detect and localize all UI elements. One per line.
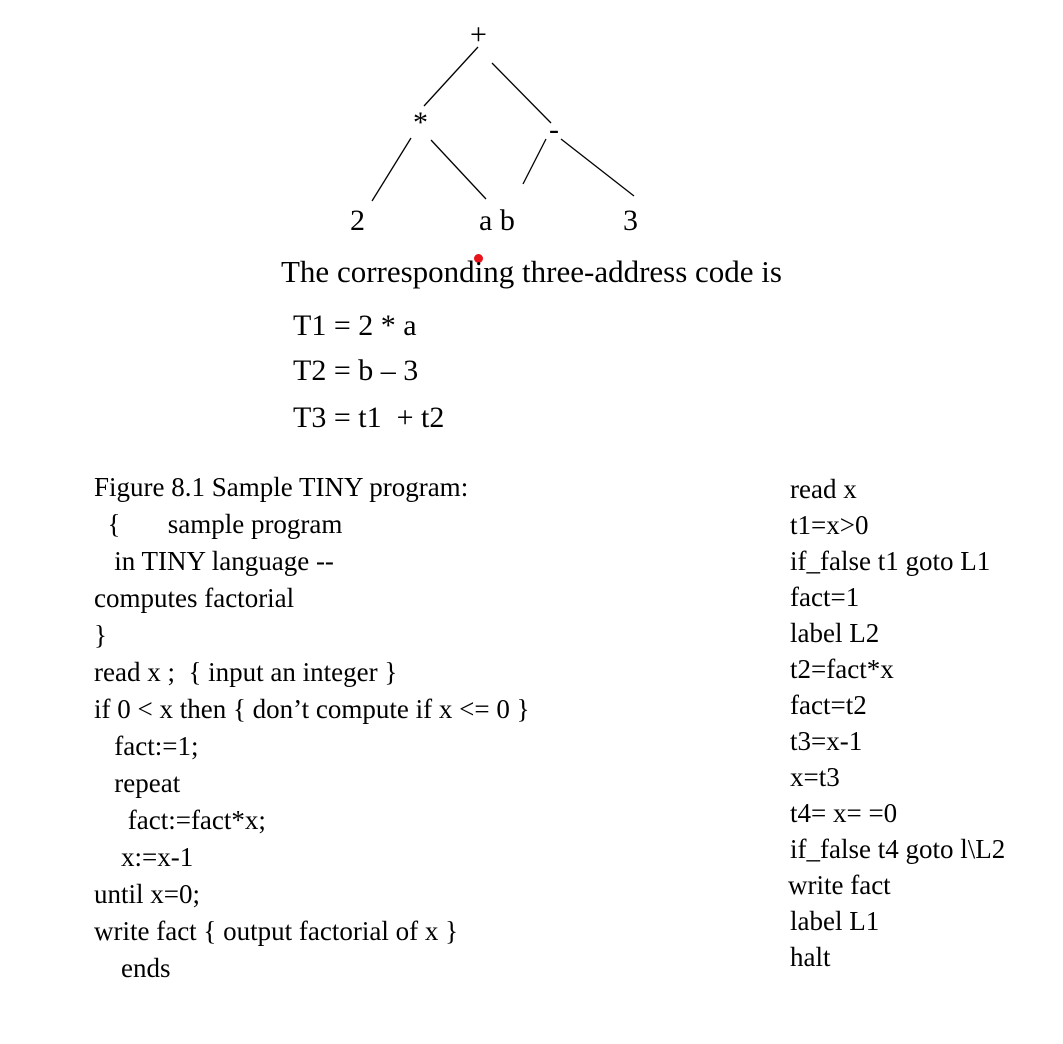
tac-line-1: T1 = 2 * a [293,309,417,342]
tree-leaf-ab: a b [479,204,515,237]
tac-line-3: T3 = t1 + t2 [293,401,445,434]
tree-node-mul: * [413,106,428,139]
edge-plus-minus [491,62,552,124]
code-line: read x [790,474,857,504]
tree-node-plus: + [470,18,487,51]
program-line: { sample program [94,509,343,539]
code-line: t2=fact*x [790,654,894,684]
code-line: write fact [788,870,891,900]
program-line: computes factorial [94,583,295,613]
program-line: in TINY language -- [94,546,334,576]
edge-mul-2 [371,137,412,202]
code-line: label L2 [790,618,880,648]
program-line: fact:=fact*x; [94,805,266,835]
program-line: until x=0; [94,879,200,909]
program-line: ends [94,953,171,983]
edge-minus-3 [560,138,635,197]
tree-node-minus: - [549,113,559,146]
three-address-intro: The corresponding three-address code is [281,254,782,289]
program-line: } [94,620,107,650]
code-line: if_false t4 goto l\L2 [790,834,1006,864]
program-line: repeat [94,768,181,798]
expression-tree [371,46,635,202]
program-line: write fact { output factorial of x } [94,916,459,946]
red-dot-marker [474,254,483,263]
program-line: if 0 < x then { don’t compute if x <= 0 … [94,694,530,724]
program-line: fact:=1; [94,731,199,761]
code-line: x=t3 [790,762,840,792]
tac-line-2: T2 = b – 3 [293,354,419,387]
code-line: t4= x= =0 [790,798,898,828]
tree-leaf-3: 3 [623,204,638,237]
code-line: halt [790,942,831,972]
tree-leaf-2: 2 [350,204,365,237]
program-line: read x ; { input an integer } [94,657,398,687]
code-line: fact=t2 [790,690,867,720]
edge-plus-mul [423,46,479,107]
edge-mul-a [430,139,487,200]
program-line: Figure 8.1 Sample TINY program: [94,472,469,502]
code-line: label L1 [790,906,880,936]
code-line: t1=x>0 [790,510,869,540]
code-line: if_false t1 goto L1 [790,546,991,576]
edge-minus-b [522,138,547,185]
code-line: fact=1 [790,582,860,612]
program-line: x:=x-1 [94,842,194,872]
code-line: t3=x-1 [790,726,863,756]
